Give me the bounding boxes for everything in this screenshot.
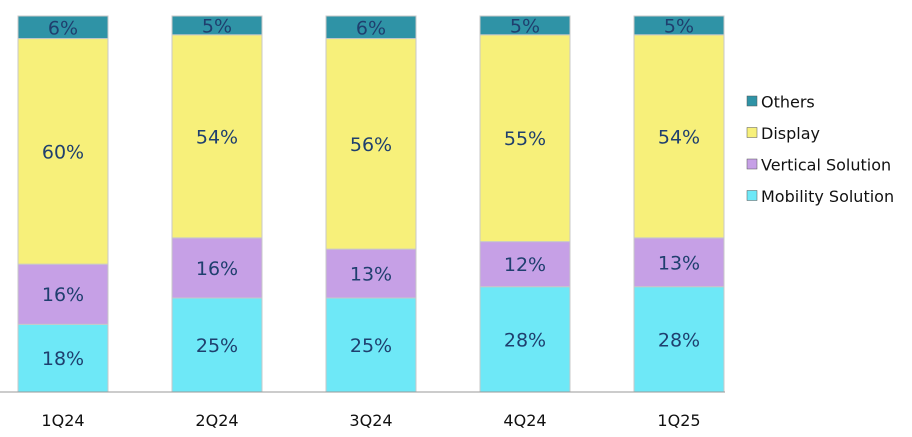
bar-mobility-solution-3q24	[325, 297, 417, 393]
bar-others-4q24	[479, 15, 571, 36]
data-label-display-3q24: 56%	[350, 134, 392, 156]
data-label-mobility-solution-2q24: 25%	[196, 335, 238, 357]
data-label-vertical-solution-4q24: 12%	[504, 254, 546, 276]
x-tick-label-1q24: 1Q24	[41, 411, 84, 430]
data-label-display-2q24: 54%	[196, 126, 238, 148]
x-tick-label-1q25: 1Q25	[657, 411, 700, 430]
data-label-display-1q25: 54%	[658, 126, 700, 148]
bar-display-3q24	[325, 38, 417, 250]
x-ticks-layer: 1Q24 2Q24 3Q24 4Q24 1Q25	[41, 411, 700, 430]
data-label-others-1q24: 6%	[48, 17, 78, 39]
data-label-vertical-solution-1q25: 13%	[658, 252, 700, 274]
legend-label-vertical-solution: Vertical Solution	[761, 156, 891, 175]
bar-vertical-solution-1q25	[633, 237, 725, 288]
x-tick-label-3q24: 3Q24	[349, 411, 392, 430]
data-label-display-4q24: 55%	[504, 128, 546, 150]
data-label-others-2q24: 5%	[202, 15, 232, 37]
legend-swatch-vertical-solution	[746, 158, 758, 170]
bar-vertical-solution-3q24	[325, 248, 417, 299]
legend: Others Display Vertical Solution Mobility S…	[746, 93, 894, 206]
bar-mobility-solution-1q24	[17, 323, 109, 393]
legend-swatch-display	[746, 127, 758, 138]
legend-label-display: Display	[761, 124, 820, 143]
bar-others-3q24	[325, 15, 417, 40]
data-label-mobility-solution-1q24: 18%	[42, 348, 84, 370]
x-tick-label-4q24: 4Q24	[503, 411, 546, 430]
data-label-mobility-solution-3q24: 25%	[350, 335, 392, 357]
data-label-others-4q24: 5%	[510, 15, 540, 37]
bar-others-2q24	[171, 15, 263, 36]
legend-label-others: Others	[761, 93, 815, 112]
bar-display-2q24	[171, 34, 263, 239]
data-label-vertical-solution-1q24: 16%	[42, 284, 84, 306]
data-label-vertical-solution-2q24: 16%	[196, 258, 238, 280]
bar-mobility-solution-4q24	[479, 286, 571, 393]
data-label-others-3q24: 6%	[356, 17, 386, 39]
data-label-display-1q24: 60%	[42, 141, 84, 163]
x-tick-label-2q24: 2Q24	[195, 411, 238, 430]
legend-label-mobility-solution: Mobility Solution	[761, 187, 894, 206]
bar-vertical-solution-2q24	[171, 237, 263, 299]
data-label-mobility-solution-1q25: 28%	[658, 329, 700, 351]
bar-mobility-solution-2q24	[171, 297, 263, 393]
bar-vertical-solution-1q24	[17, 263, 109, 325]
bars-layer: 18% 16% 60% 6% 25% 16% 54% 5% 25% 13% 56% 6% 28% 12% 5…	[17, 15, 725, 393]
data-label-vertical-solution-3q24: 13%	[350, 264, 392, 286]
bar-others-1q25	[633, 15, 725, 36]
legend-swatch-others	[746, 95, 758, 107]
bar-display-1q25	[633, 34, 725, 239]
data-label-others-1q25: 5%	[664, 15, 694, 37]
data-label-mobility-solution-4q24: 28%	[504, 329, 546, 351]
legend-swatch-mobility-solution	[746, 190, 758, 201]
bar-others-1q24	[17, 15, 109, 40]
bar-display-4q24	[479, 34, 571, 243]
